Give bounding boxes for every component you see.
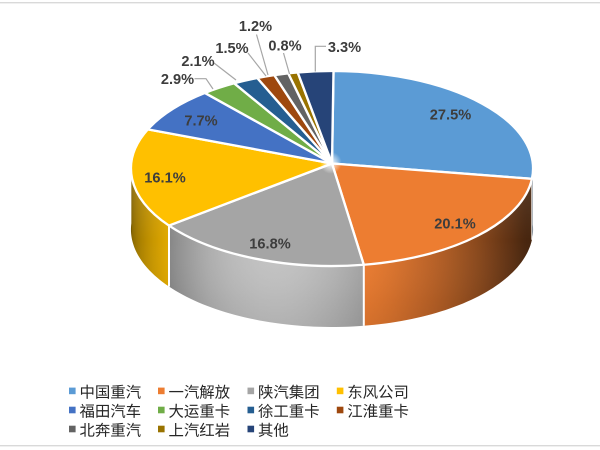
svg-text:1.2%: 1.2%	[239, 19, 272, 35]
svg-text:2.1%: 2.1%	[181, 54, 214, 70]
svg-text:1.5%: 1.5%	[215, 41, 248, 57]
svg-text:20.1%: 20.1%	[434, 216, 475, 232]
svg-text:3.3%: 3.3%	[328, 40, 361, 56]
svg-text:2.9%: 2.9%	[161, 72, 194, 88]
svg-text:16.8%: 16.8%	[249, 236, 290, 252]
svg-text:27.5%: 27.5%	[430, 108, 471, 124]
svg-text:0.8%: 0.8%	[268, 39, 301, 55]
svg-text:7.7%: 7.7%	[184, 113, 217, 129]
svg-text:16.1%: 16.1%	[144, 170, 185, 186]
